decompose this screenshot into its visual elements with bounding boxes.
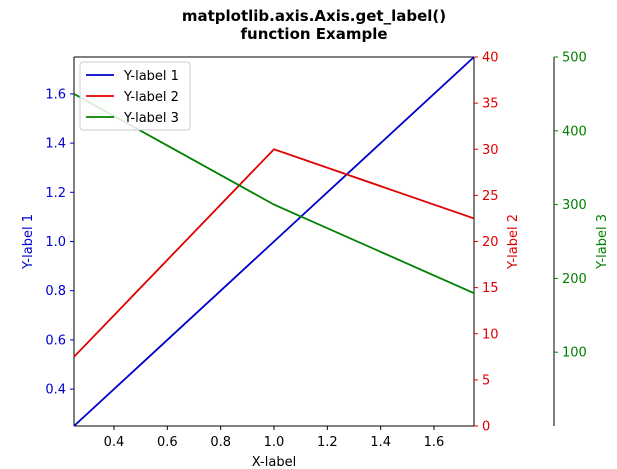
y2-tick-label: 20 (482, 235, 499, 250)
x-tick-label: 1.6 (424, 435, 445, 450)
y1-tick-label: 1.4 (45, 137, 66, 152)
y1-tick-label: 1.6 (45, 87, 66, 102)
y2-tick-label: 40 (482, 51, 499, 66)
y3-tick-label: 500 (562, 51, 587, 66)
y3-tick-label: 300 (562, 198, 587, 213)
x-tick-label: 1.0 (264, 435, 285, 450)
y1-tick-label: 1.2 (45, 186, 66, 201)
y2-tick-label: 0 (482, 420, 490, 435)
x-tick-label: 0.4 (104, 435, 125, 450)
chart-title-line1: matplotlib.axis.Axis.get_label() (182, 7, 446, 25)
y2-tick-label: 5 (482, 373, 490, 388)
y2-tick-label: 30 (482, 143, 499, 158)
y1-tick-label: 0.6 (45, 333, 66, 348)
x-tick-label: 0.6 (157, 435, 178, 450)
y3-tick-label: 400 (562, 124, 587, 139)
y1-axis-label: Y-label 1 (21, 214, 36, 270)
y1-tick-label: 0.4 (45, 383, 66, 398)
y1-tick-label: 0.8 (45, 284, 66, 299)
legend-label: Y-label 1 (123, 69, 179, 84)
chart-title-line2: function Example (240, 25, 387, 43)
series-line-y3 (73, 93, 475, 294)
y2-tick-label: 35 (482, 97, 499, 112)
y3-axis-label: Y-label 3 (595, 214, 610, 270)
legend-box (79, 61, 191, 131)
legend-label: Y-label 2 (123, 90, 179, 105)
lines-layer (73, 56, 475, 427)
legend: Y-label 1 Y-label 2 Y-label 3 (79, 61, 191, 131)
series-line-y1 (73, 56, 475, 427)
series-line-y2 (73, 148, 475, 358)
y2-axis-label: Y-label 2 (506, 214, 521, 270)
y2-tick-label: 15 (482, 281, 499, 296)
x-tick-label: 0.8 (210, 435, 231, 450)
x-tick-label: 1.2 (317, 435, 338, 450)
x-tick-label: 1.4 (370, 435, 391, 450)
y3-tick-label: 100 (562, 346, 587, 361)
y3-tick-label: 200 (562, 272, 587, 287)
axes-layer: 0.4 0.6 0.8 1.0 1.2 1.4 1.6 X-label 0.4 0.6 0.8 1.0… (21, 51, 610, 469)
y2-tick-label: 10 (482, 327, 499, 342)
y1-tick-label: 1.0 (45, 235, 66, 250)
y2-tick-label: 25 (482, 189, 499, 204)
legend-label: Y-label 3 (123, 111, 179, 126)
x-axis-label: X-label (252, 455, 296, 469)
